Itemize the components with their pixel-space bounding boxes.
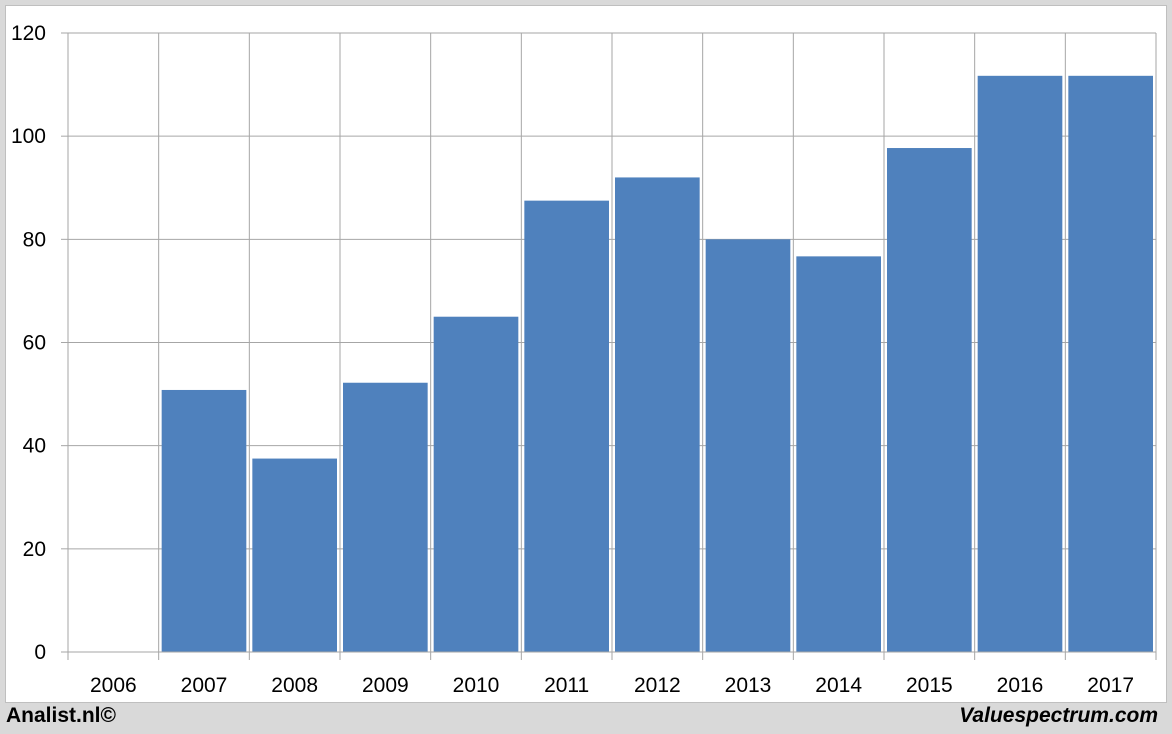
y-tick-label: 0 bbox=[34, 641, 46, 664]
y-tick-label: 60 bbox=[23, 332, 46, 355]
x-tick-label: 2012 bbox=[634, 674, 681, 697]
x-tick-label: 2006 bbox=[90, 674, 137, 697]
x-tick-label: 2016 bbox=[997, 674, 1044, 697]
x-tick-label: 2007 bbox=[181, 674, 228, 697]
x-tick-label: 2015 bbox=[906, 674, 953, 697]
bar-2016 bbox=[977, 75, 1063, 653]
bar-2014 bbox=[796, 256, 881, 652]
y-tick-label: 120 bbox=[11, 22, 46, 45]
y-tick-label: 80 bbox=[23, 228, 46, 251]
bar-2011 bbox=[524, 200, 609, 653]
bar-2008 bbox=[252, 458, 337, 652]
x-tick-label: 2011 bbox=[544, 674, 589, 697]
footer-right-credit: Valuespectrum.com bbox=[959, 704, 1158, 727]
y-tick-label: 20 bbox=[23, 538, 46, 561]
bar-2015 bbox=[887, 148, 972, 653]
x-tick-label: 2009 bbox=[362, 674, 409, 697]
x-tick-label: 2013 bbox=[725, 674, 772, 697]
x-tick-label: 2017 bbox=[1087, 674, 1134, 697]
y-tick-label: 40 bbox=[23, 435, 46, 458]
footer-left-credit: Analist.nl© bbox=[6, 704, 116, 727]
bar-2012 bbox=[615, 177, 700, 652]
x-tick-label: 2010 bbox=[453, 674, 500, 697]
bar-2013 bbox=[705, 239, 791, 653]
x-tick-label: 2014 bbox=[815, 674, 862, 697]
y-tick-label: 100 bbox=[11, 125, 46, 148]
bar-2010 bbox=[433, 316, 519, 652]
bar-2017 bbox=[1068, 75, 1153, 653]
x-tick-label: 2008 bbox=[271, 674, 318, 697]
bar-2009 bbox=[343, 382, 428, 652]
bar-2007 bbox=[161, 389, 247, 652]
